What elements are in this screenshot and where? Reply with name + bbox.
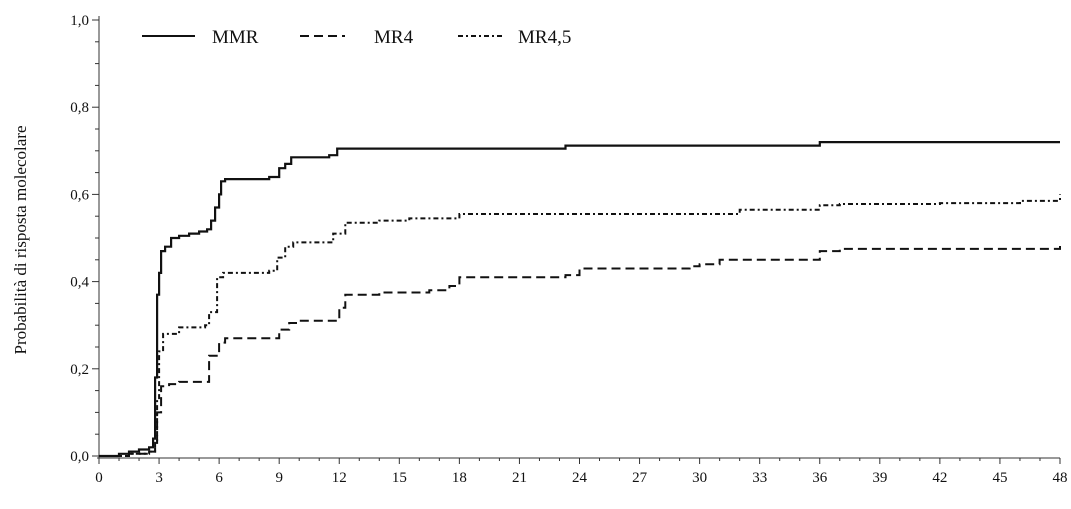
legend: MMR MR4 MR4,5 bbox=[142, 27, 571, 48]
y-tick-label: 0,8 bbox=[70, 100, 89, 116]
series-line-mr4 bbox=[99, 244, 1061, 457]
legend-label: MMR bbox=[212, 27, 259, 48]
x-tick-label: 0 bbox=[95, 470, 103, 486]
legend-label: MR4,5 bbox=[518, 27, 571, 48]
y-tick-label: 0,0 bbox=[70, 449, 89, 465]
y-tick-label: 0,4 bbox=[70, 275, 89, 291]
x-tick-label: 3 bbox=[155, 470, 163, 486]
x-tick-label: 12 bbox=[332, 470, 347, 486]
y-tick-label: 1,0 bbox=[70, 13, 89, 29]
x-tick-label: 24 bbox=[572, 470, 588, 486]
x-tick-label: 15 bbox=[392, 470, 407, 486]
y-tick-label: 0,6 bbox=[70, 187, 89, 203]
legend-label: MR4 bbox=[374, 27, 414, 48]
x-tick-label: 45 bbox=[992, 470, 1007, 486]
x-tick-label: 18 bbox=[452, 470, 467, 486]
y-tick-label: 0,2 bbox=[70, 362, 89, 378]
x-tick-label: 30 bbox=[692, 470, 707, 486]
x-tick-label: 6 bbox=[215, 470, 223, 486]
x-tick-label: 39 bbox=[872, 470, 887, 486]
series-line-mr4-5 bbox=[99, 194, 1061, 457]
x-tick-label: 21 bbox=[512, 470, 527, 486]
x-tick-label: 42 bbox=[932, 470, 947, 486]
axes: 0 3 6 9 12 15 18 21 24 27 30 33 36 39 42 45 480,00,20,40… bbox=[70, 13, 1067, 486]
x-tick-label: 27 bbox=[632, 470, 648, 486]
x-tick-label: 36 bbox=[812, 470, 828, 486]
series-line-mmr bbox=[99, 141, 1060, 458]
x-tick-label: 9 bbox=[275, 470, 283, 486]
y-axis-title: Probabilità di risposta molecolare bbox=[11, 126, 30, 355]
x-tick-label: 33 bbox=[752, 470, 767, 486]
series-layer bbox=[99, 141, 1061, 458]
x-tick-label: 48 bbox=[1053, 470, 1068, 486]
